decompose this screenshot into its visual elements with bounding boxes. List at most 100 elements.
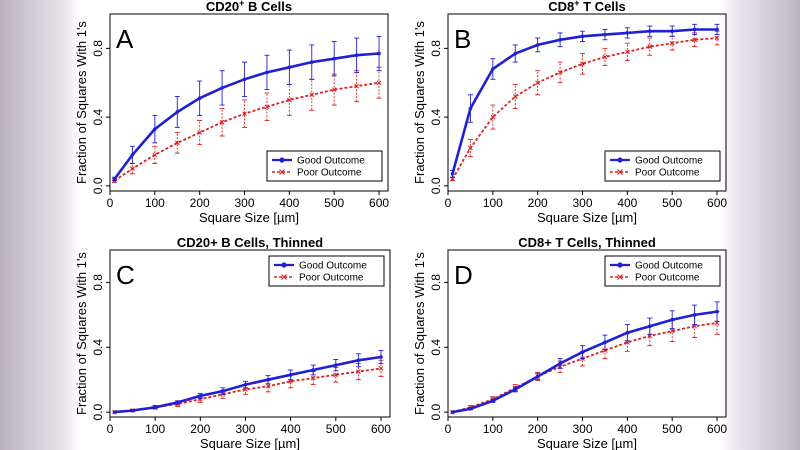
panel-d-poor-point <box>669 328 675 334</box>
panel-d-legend-marker <box>617 274 623 280</box>
panel-c-xlabel: Square Size [µm] <box>200 436 300 450</box>
panel-c-good-point <box>243 382 248 387</box>
panel-b-letter: B <box>454 24 471 54</box>
panel-b-ylabel: Fraction of Squares With 1's <box>412 21 427 184</box>
panel-a-legend-marker <box>279 157 285 163</box>
panel-a-poor-point <box>287 97 292 103</box>
panel-c-title: CD20+ B Cells, Thinned <box>177 235 323 250</box>
panel-b-good-point <box>647 29 652 33</box>
panel-a-poor-point <box>174 140 180 146</box>
panel-c-poor-point <box>197 396 203 402</box>
panel-a-ylabel: Fraction of Squares With 1's <box>74 21 89 184</box>
panel-b-good-point <box>580 34 585 39</box>
panel-b-xtick-label: 0 <box>445 196 452 210</box>
panel-a-legend-label: Good Outcome <box>297 156 365 167</box>
panel-d-legend-label: Poor Outcome <box>635 273 700 284</box>
panel-b-poor-point <box>580 61 585 67</box>
panel-a-good-point <box>175 110 180 114</box>
panel-a-xtick-label: 100 <box>145 196 165 210</box>
panel-c-good-point <box>221 389 225 393</box>
panel-d: CD8+ T Cells, Thinned D 0 100 200 300 400 500 60… <box>412 235 727 450</box>
panel-c-ytick-label: 0.8 <box>91 274 105 291</box>
panel-d-good-point <box>670 317 674 322</box>
panel-c-poor-point <box>356 369 361 374</box>
panel-a-good-point <box>220 86 224 90</box>
panel-b-poor-point <box>490 114 496 120</box>
panel-b-xlabel: Square Size [µm] <box>537 210 637 225</box>
panel-d-xtick-label: 0 <box>445 422 452 436</box>
panel-c-poor-point <box>333 372 339 378</box>
panel-a-poor-point <box>376 80 382 86</box>
panel-b-xtick-label: 600 <box>707 196 727 210</box>
panel-c-good-point <box>288 373 293 377</box>
panel-b-title: CD8+ T Cells <box>548 0 626 14</box>
panel-d-good-point <box>558 361 562 366</box>
panel-b-good-point <box>670 29 674 33</box>
panel-d-legend-marker <box>617 262 623 268</box>
panel-b-title-rest: T Cells <box>580 0 626 14</box>
panel-b-good-point <box>450 172 455 176</box>
panel-a-good-point <box>242 77 247 82</box>
panel-d-ytick-label: 0.4 <box>429 339 443 356</box>
panel-b-legend-marker <box>617 169 623 175</box>
panel-a-poor-point <box>264 104 270 110</box>
panel-b-good-point <box>603 32 607 37</box>
panel-a-good-point <box>197 96 202 101</box>
panel-a-xtick-label: 500 <box>324 196 344 210</box>
panel-b-poor-point <box>647 44 653 50</box>
panel-d-xtick-label: 100 <box>483 422 503 436</box>
panel-b-poor-point <box>512 94 518 99</box>
panel-c-letter: C <box>116 260 135 290</box>
panel-d-xlabel: Square Size [µm] <box>537 436 637 450</box>
panel-d-ylabel: Fraction of Squares With 1's <box>412 252 427 415</box>
panel-b-xtick-label: 200 <box>528 196 548 210</box>
panel-b-xtick-label: 400 <box>617 196 637 210</box>
panel-c-title-main: CD20+ B Cells, Thinned <box>177 235 323 250</box>
panel-c-ytick-label: 0.4 <box>91 339 105 356</box>
panel-b-title-main: CD8 <box>548 0 574 14</box>
panel-c-legend-label: Poor Outcome <box>299 273 364 284</box>
panel-d-xtick-label: 300 <box>573 422 593 436</box>
panel-d-legend-box <box>604 255 721 287</box>
panel-a-ytick-label: 0.0 <box>91 177 105 194</box>
panel-b-poor-point <box>535 80 541 86</box>
panel-c: CD20+ B Cells, Thinned C 0 100 200 300 400 500 6… <box>74 235 391 450</box>
panel-b-good-point <box>625 31 630 35</box>
panel-a-poor-point <box>331 87 337 92</box>
panel-d-title: CD8+ T Cells, Thinned <box>518 235 656 250</box>
panel-c-good-point <box>153 405 157 410</box>
panel-c-poor-point <box>310 375 316 381</box>
panel-d-good-point <box>535 374 540 379</box>
panel-c-good-point <box>130 408 135 413</box>
panel-a-good-point <box>153 127 157 131</box>
panel-c-good-point <box>356 358 361 363</box>
panel-b-frame <box>447 13 727 192</box>
panel-b-poor-point <box>468 145 473 151</box>
panel-d-good-point <box>450 410 455 414</box>
panel-d-good-point <box>513 387 518 392</box>
panel-b-good-point <box>692 27 697 32</box>
panel-a-good-point <box>332 56 336 61</box>
panel-d-letter: D <box>454 260 473 290</box>
panel-c-legend-label: Good Outcome <box>299 261 367 272</box>
panel-c-good-point <box>266 377 270 382</box>
panel-c-good-point <box>112 410 117 414</box>
panel-d-good-point <box>580 350 585 354</box>
panel-a-xtick-label: 200 <box>190 196 210 210</box>
panel-d-poor-point <box>602 348 608 353</box>
panel-c-good-line <box>114 355 382 414</box>
panel-a-letter: A <box>116 24 134 54</box>
panel-a-title-main: CD20 <box>206 0 239 14</box>
panel-c-xtick-label: 200 <box>190 422 210 436</box>
panel-a-frame <box>109 13 389 192</box>
panel-c-xtick-label: 300 <box>235 422 255 436</box>
panel-a-poor-point <box>309 92 315 98</box>
panel-a-title-sup: + <box>239 0 244 8</box>
panel-b-good-point <box>513 51 518 56</box>
panel-c-good-point <box>379 355 383 359</box>
panel-a-good-point <box>377 51 381 56</box>
panel-a-ytick-label: 0.8 <box>91 40 105 57</box>
panel-b-good-point <box>558 37 562 42</box>
